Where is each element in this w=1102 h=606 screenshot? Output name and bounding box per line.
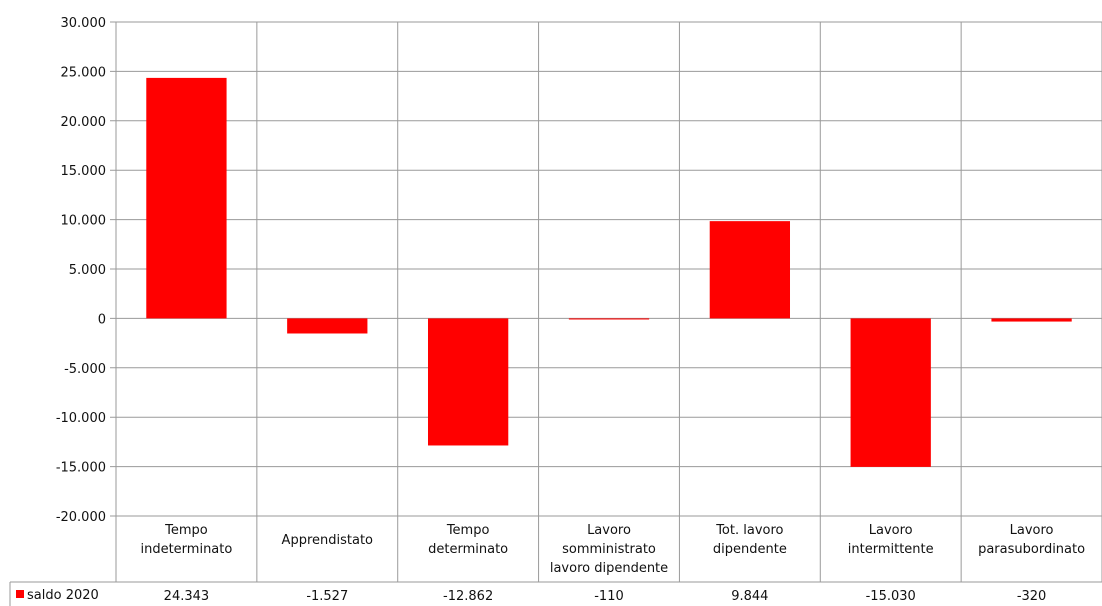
- y-tick-label: -15.000: [56, 461, 106, 476]
- y-tick-label: 25.000: [61, 65, 107, 80]
- y-tick-label: 0: [98, 312, 106, 327]
- category-label: indeterminato: [140, 542, 232, 557]
- category-labels: Tempo indeterminato Apprendistato Tempo dete…: [140, 523, 1085, 557]
- table-value: 9.844: [731, 589, 768, 604]
- category-label: Lavoro: [587, 523, 631, 538]
- category-label: Apprendistato: [282, 533, 373, 548]
- table-value: -15.030: [866, 589, 916, 604]
- table-value: 24.343: [164, 589, 210, 604]
- y-axis: 30.000 25.000 20.000 15.000 10.000 5.000 0 -5.0…: [56, 16, 106, 525]
- y-tick-label: -5.000: [64, 362, 106, 377]
- table-value: -12.862: [443, 589, 493, 604]
- table-value: -110: [594, 589, 624, 604]
- legend-key: [16, 590, 24, 598]
- y-tick-label: 5.000: [69, 263, 106, 278]
- y-tick-label: 10.000: [61, 214, 107, 229]
- bars: [146, 77, 1072, 467]
- y-tick-label: -10.000: [56, 411, 106, 426]
- gridlines: [110, 21, 1102, 582]
- category-label: somministrato: [562, 542, 656, 557]
- category-label: determinato: [428, 542, 508, 557]
- bar: [709, 221, 791, 319]
- category-label: Lavoro: [1010, 523, 1054, 538]
- category-label: Lavoro: [869, 523, 913, 538]
- y-tick-label: 15.000: [61, 164, 107, 179]
- category-label: dipendente: [713, 542, 787, 557]
- data-table: saldo 2020 24.343 -1.527 -12.862 -110 9.844 -1…: [9, 581, 1102, 606]
- category-label: Tempo: [446, 523, 490, 538]
- category-label: Tempo: [164, 523, 208, 538]
- y-tick-label: 30.000: [61, 16, 107, 31]
- bar: [850, 318, 931, 467]
- bar: [146, 77, 227, 319]
- category-label: intermittente: [848, 542, 934, 557]
- bar: [427, 318, 509, 446]
- bar: [287, 318, 368, 334]
- table-value: -1.527: [306, 589, 348, 604]
- y-tick-label: 20.000: [61, 115, 107, 130]
- legend-label: saldo 2020: [27, 588, 99, 603]
- y-tick-label: -20.000: [56, 510, 106, 525]
- bar: [568, 318, 650, 320]
- table-value: -320: [1017, 589, 1047, 604]
- category-label: Tot. lavoro: [715, 523, 783, 538]
- category-label: parasubordinato: [978, 542, 1085, 557]
- bar: [991, 318, 1072, 322]
- group-label: lavoro dipendente: [550, 561, 668, 576]
